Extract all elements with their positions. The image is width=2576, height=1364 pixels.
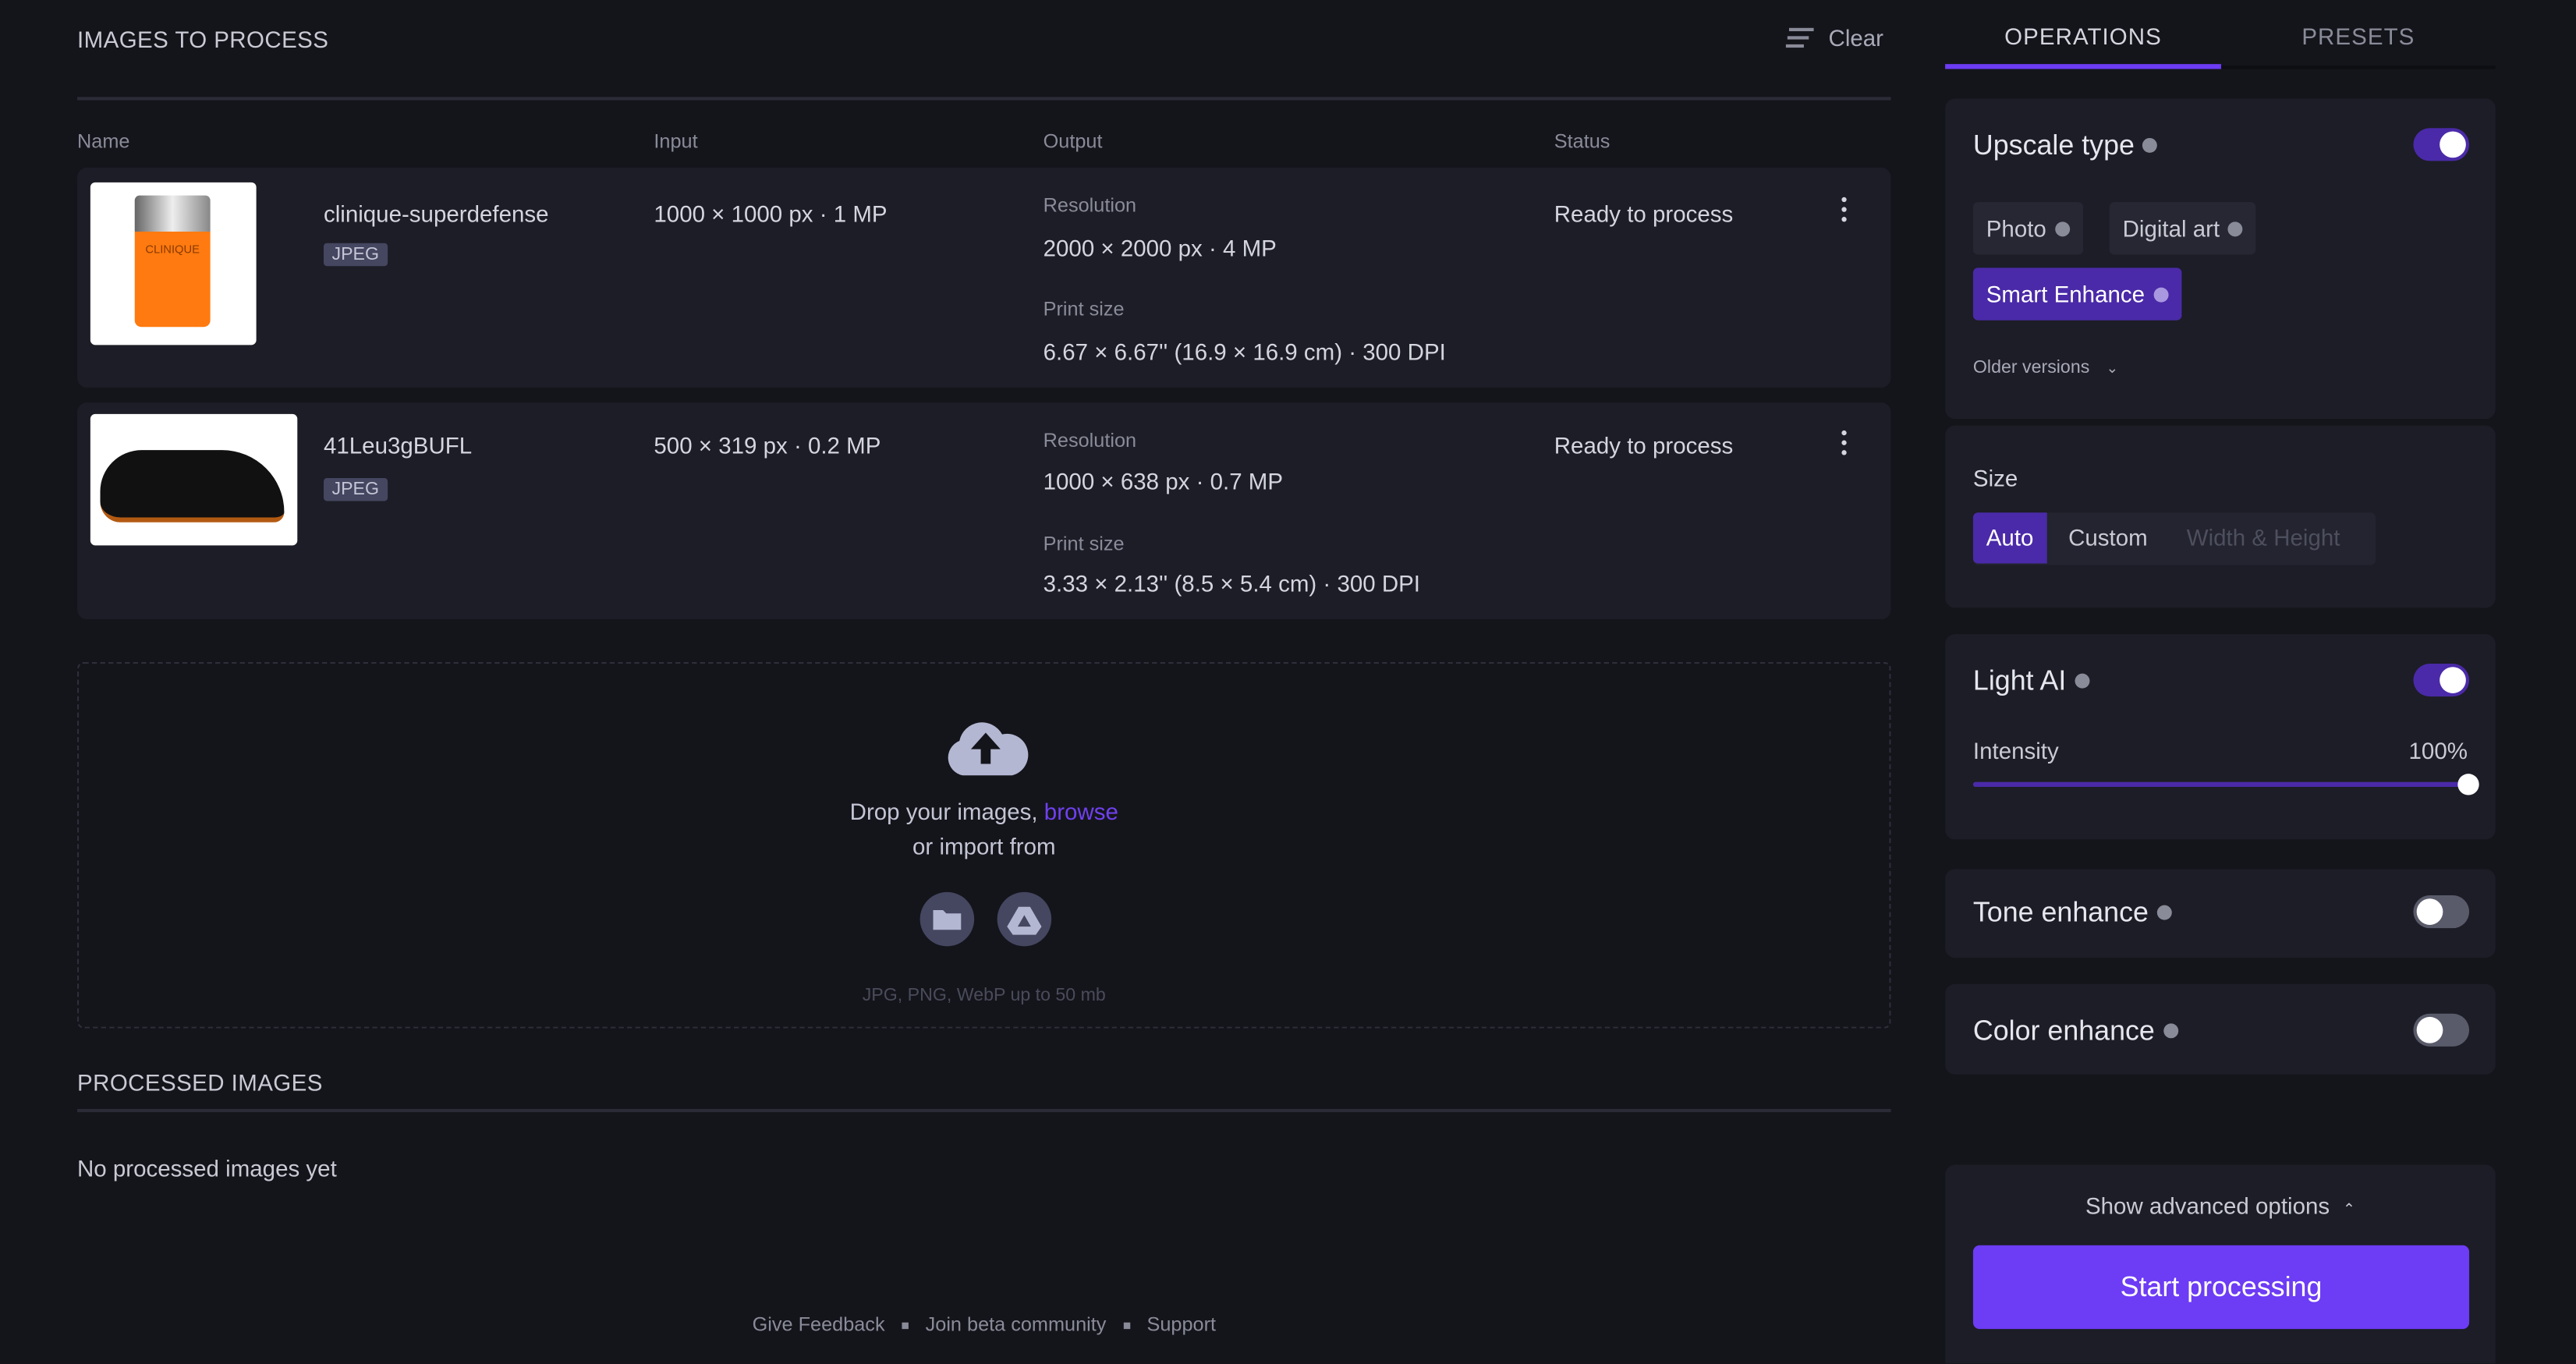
print-size: 3.33 × 2.13'' (8.5 × 5.4 cm) · 300 DPI: [1043, 569, 1421, 597]
older-versions-label: Older versions: [1972, 358, 2090, 378]
format-badge: JPEG: [323, 243, 388, 267]
tone-enhance-panel: Tone enhance: [1945, 869, 2496, 958]
status: Ready to process: [1554, 200, 1734, 227]
tone-enhance-title: Tone enhance: [1972, 897, 2149, 929]
output-resolution: 1000 × 638 px · 0.7 MP: [1043, 468, 1284, 495]
divider: [77, 97, 1891, 101]
advanced-options-toggle[interactable]: Show advanced options ⌃: [1945, 1192, 2496, 1219]
clear-label: Clear: [1828, 24, 1884, 51]
slider-fill: [1972, 781, 2468, 788]
image-thumbnail: [90, 413, 298, 546]
file-name: 41Leu3gBUFL: [323, 432, 473, 459]
format-badge: JPEG: [323, 477, 388, 501]
info-icon[interactable]: [2153, 287, 2168, 303]
column-name: Name: [77, 129, 130, 153]
queue-title: IMAGES TO PROCESS: [77, 26, 329, 53]
table-row: 41Leu3gBUFL JPEG 500 × 319 px · 0.2 MP R…: [77, 402, 1891, 620]
table-row: CLINIQUE clinique-superdefense JPEG 1000…: [77, 167, 1891, 388]
print-size-label: Print size: [1043, 297, 1125, 321]
dropzone[interactable]: Drop your images, browse or import from …: [77, 661, 1891, 1029]
more-options-icon[interactable]: [1838, 430, 1848, 455]
light-ai-title: Light AI: [1972, 665, 2067, 697]
chevron-down-icon: ⌄: [2106, 360, 2119, 377]
resolution-label: Resolution: [1043, 428, 1137, 452]
size-title: Size: [1972, 465, 2018, 491]
option-label: Digital art: [2122, 214, 2220, 242]
light-ai-toggle[interactable]: [2413, 664, 2470, 697]
divider: [77, 1108, 1891, 1113]
drop-text: Drop your images,: [849, 798, 1038, 825]
option-label: Smart Enhance: [1986, 281, 2145, 307]
column-status: Status: [1554, 129, 1610, 153]
size-auto[interactable]: Auto: [1972, 512, 2047, 564]
no-processed-text: No processed images yet: [77, 1154, 337, 1182]
info-icon[interactable]: [2163, 1023, 2178, 1039]
info-icon[interactable]: [2227, 221, 2243, 236]
option-digital-art[interactable]: Digital art: [2109, 202, 2256, 255]
feedback-link[interactable]: Give Feedback: [752, 1313, 885, 1336]
intensity-value: 100%: [2408, 737, 2468, 764]
color-enhance-toggle[interactable]: [2413, 1013, 2470, 1047]
google-drive-button[interactable]: [997, 891, 1052, 947]
browse-link[interactable]: browse: [1044, 798, 1118, 825]
info-icon[interactable]: [2142, 137, 2158, 153]
size-panel: Size Auto Custom Width & Height: [1945, 425, 2496, 608]
beta-community-link[interactable]: Join beta community: [925, 1313, 1107, 1336]
file-name: clinique-superdefense: [323, 200, 549, 227]
info-icon[interactable]: [2054, 221, 2070, 236]
info-icon[interactable]: [2074, 673, 2089, 689]
option-photo[interactable]: Photo: [1972, 202, 2083, 255]
tone-enhance-toggle[interactable]: [2413, 895, 2470, 929]
intensity-slider[interactable]: [1972, 774, 2479, 795]
google-drive-icon: [1007, 906, 1042, 935]
cloud-upload-icon: [948, 722, 1029, 776]
start-processing-button[interactable]: Start processing: [1972, 1245, 2470, 1330]
intensity-label: Intensity: [1972, 737, 2059, 764]
image-thumbnail: CLINIQUE: [90, 182, 257, 345]
print-size: 6.67 × 6.67'' (16.9 × 16.9 cm) · 300 DPI: [1043, 338, 1446, 365]
advanced-options-label: Show advanced options: [2085, 1192, 2330, 1220]
color-enhance-panel: Color enhance: [1945, 983, 2496, 1075]
input-size: 1000 × 1000 px · 1 MP: [654, 200, 888, 227]
size-width-height: Width & Height: [2186, 523, 2340, 551]
info-icon[interactable]: [2156, 905, 2172, 920]
clear-list-icon: [1785, 27, 1814, 48]
product-label: CLINIQUE: [134, 232, 211, 328]
chevron-up-icon: ⌃: [2343, 1200, 2355, 1217]
local-folder-button[interactable]: [919, 891, 975, 947]
column-input: Input: [654, 129, 698, 153]
support-link[interactable]: Support: [1146, 1313, 1217, 1336]
size-custom[interactable]: Custom: [2068, 523, 2148, 551]
status: Ready to process: [1554, 432, 1734, 459]
slider-handle[interactable]: [2457, 774, 2479, 795]
upscale-type-panel: Upscale type Photo Digital art Smart Enh…: [1945, 98, 2496, 420]
print-size-label: Print size: [1043, 532, 1125, 555]
more-options-icon[interactable]: [1838, 197, 1848, 222]
option-label: Photo: [1986, 214, 2046, 242]
option-smart-enhance[interactable]: Smart Enhance: [1972, 267, 2181, 321]
color-enhance-title: Color enhance: [1972, 1015, 2155, 1047]
column-output: Output: [1043, 129, 1103, 153]
import-text: or import from: [912, 832, 1056, 859]
upscale-type-toggle[interactable]: [2413, 128, 2470, 161]
light-ai-panel: Light AI Intensity 100%: [1945, 634, 2496, 840]
resolution-label: Resolution: [1043, 193, 1137, 218]
tab-presets[interactable]: PRESETS: [2220, 0, 2496, 69]
folder-icon: [933, 910, 962, 930]
input-size: 500 × 319 px · 0.2 MP: [654, 432, 881, 459]
clear-button[interactable]: Clear: [1785, 24, 1884, 51]
older-versions-dropdown[interactable]: Older versions ⌄: [1973, 358, 2118, 377]
tab-operations[interactable]: OPERATIONS: [1945, 0, 2221, 69]
upscale-type-title: Upscale type: [1972, 129, 2135, 161]
format-hint: JPG, PNG, WebP up to 50 mb: [862, 985, 1106, 1006]
size-segmented-control: Auto Custom Width & Height: [1972, 512, 2376, 565]
actions-panel: Show advanced options ⌃ Start processing: [1945, 1164, 2496, 1364]
processed-title: PROCESSED IMAGES: [77, 1069, 323, 1097]
output-resolution: 2000 × 2000 px · 4 MP: [1043, 235, 1277, 261]
